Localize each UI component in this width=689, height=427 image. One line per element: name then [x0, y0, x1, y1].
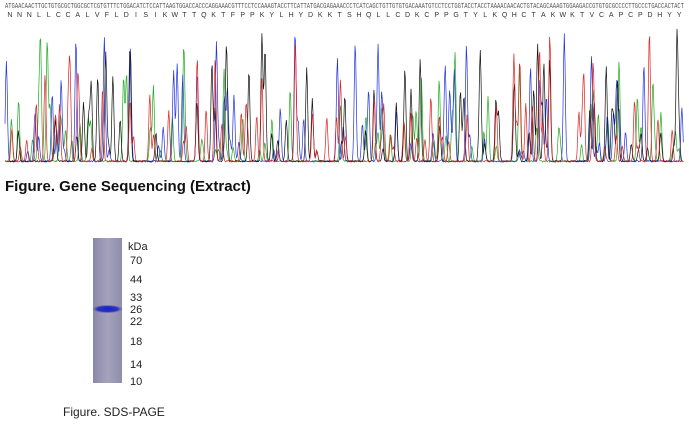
amino-acid: S — [143, 12, 148, 19]
marker-label: 44 — [130, 274, 142, 286]
trace — [4, 36, 684, 163]
amino-acid: Y — [299, 12, 304, 19]
amino-acid: A — [541, 12, 546, 19]
amino-acid: K — [163, 12, 168, 19]
amino-acid: P — [240, 12, 245, 19]
amino-acid: Y — [269, 12, 274, 19]
amino-acid: P — [250, 12, 255, 19]
amino-acid: D — [405, 12, 410, 19]
amino-acid: C — [521, 12, 526, 19]
amino-acid: T — [464, 12, 469, 19]
marker-label: 33 — [130, 292, 142, 304]
amino-acid: L — [483, 12, 487, 19]
amino-acid: D — [124, 12, 129, 19]
marker-label: 70 — [130, 255, 142, 267]
amino-acid: T — [580, 12, 585, 19]
amino-acid: T — [532, 12, 537, 19]
amino-acid: Y — [473, 12, 478, 19]
amino-acid: P — [638, 12, 643, 19]
chromatogram — [4, 28, 684, 163]
amino-acid: Q — [502, 12, 508, 19]
amino-acid: Q — [201, 12, 207, 19]
amino-acid: L — [37, 12, 41, 19]
gel-band — [92, 305, 123, 313]
amino-acid: K — [260, 12, 265, 19]
amino-acid: D — [648, 12, 653, 19]
amino-acid: T — [221, 12, 226, 19]
amino-acid: Q — [366, 12, 372, 19]
amino-acid: K — [328, 12, 333, 19]
amino-acid: L — [47, 12, 51, 19]
amino-acid: C — [56, 12, 61, 19]
gel-unit: kDa — [128, 241, 148, 253]
marker-label: 10 — [130, 376, 142, 388]
amino-acid: L — [279, 12, 283, 19]
amino-acid: T — [182, 12, 187, 19]
amino-acid: T — [338, 12, 343, 19]
amino-acid: L — [386, 12, 390, 19]
amino-acid: H — [512, 12, 517, 19]
amino-acid: P — [619, 12, 624, 19]
amino-acid: A — [75, 12, 80, 19]
amino-acid: C — [424, 12, 429, 19]
amino-acid: D — [308, 12, 313, 19]
amino-acid: T — [192, 12, 197, 19]
amino-acid: H — [357, 12, 362, 19]
amino-acid: G — [453, 12, 458, 19]
amino-acid: H — [657, 12, 662, 19]
dna-sequence: ATGAACAACTTGCTGTGCGCTGGCGCTCGTGTTTCTGGAC… — [5, 3, 684, 11]
amino-acid: W — [559, 12, 566, 19]
amino-acid: H — [289, 12, 294, 19]
amino-acid: C — [395, 12, 400, 19]
amino-acid: K — [318, 12, 323, 19]
amino-acid: N — [17, 12, 22, 19]
amino-acid: K — [211, 12, 216, 19]
amino-acid: L — [115, 12, 119, 19]
amino-acid: P — [434, 12, 439, 19]
amino-acid: S — [347, 12, 352, 19]
amino-acid: C — [66, 12, 71, 19]
amino-acid: K — [570, 12, 575, 19]
amino-acid: W — [171, 12, 178, 19]
amino-acid: Y — [667, 12, 672, 19]
marker-label: 18 — [130, 336, 142, 348]
amino-acid: C — [628, 12, 633, 19]
amino-acid: K — [415, 12, 420, 19]
sequence-caption: Figure. Gene Sequencing (Extract) — [5, 178, 251, 195]
amino-acid: L — [376, 12, 380, 19]
amino-acid: I — [135, 12, 137, 19]
amino-acid: I — [154, 12, 156, 19]
marker-label: 26 — [130, 304, 142, 316]
amino-acid: Y — [677, 12, 682, 19]
marker-label: 22 — [130, 316, 142, 328]
amino-acid: F — [105, 12, 109, 19]
amino-acid: A — [609, 12, 614, 19]
amino-acid: C — [599, 12, 604, 19]
amino-acid: K — [551, 12, 556, 19]
amino-acid: V — [95, 12, 100, 19]
amino-acid: K — [493, 12, 498, 19]
amino-acid: N — [27, 12, 32, 19]
amino-acid: L — [85, 12, 89, 19]
marker-label: 14 — [130, 359, 142, 371]
amino-acid: F — [231, 12, 235, 19]
amino-acid: V — [590, 12, 595, 19]
amino-acid: P — [444, 12, 449, 19]
amino-acid: N — [7, 12, 12, 19]
gel-caption: Figure. SDS-PAGE — [63, 405, 165, 419]
